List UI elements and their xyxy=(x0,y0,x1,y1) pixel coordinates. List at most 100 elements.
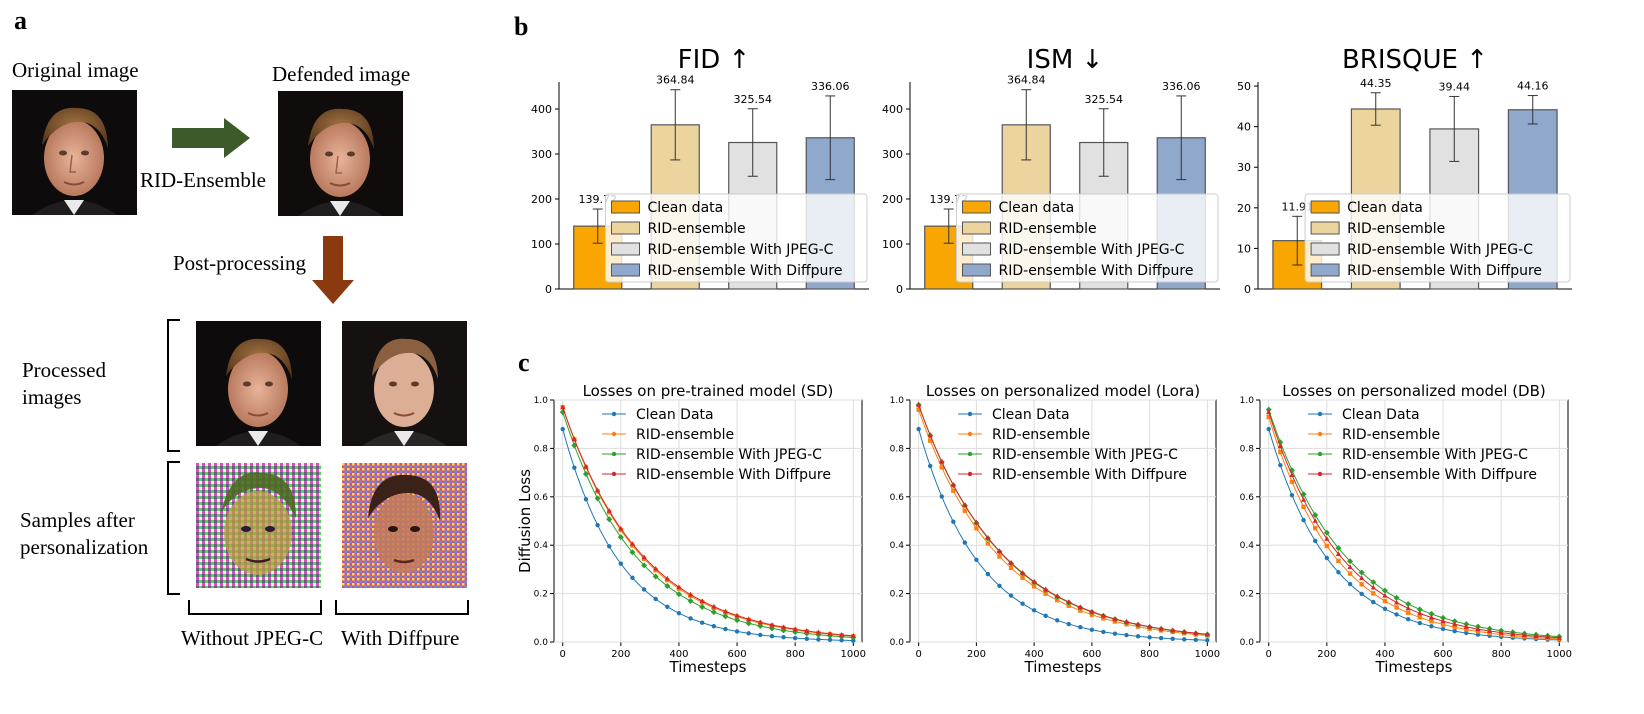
data-point xyxy=(1417,615,1423,620)
legend-marker xyxy=(967,411,973,417)
legend-swatch xyxy=(611,242,640,256)
processed-face-with-diffpure xyxy=(342,321,467,446)
original-face-image xyxy=(12,90,137,215)
data-point xyxy=(1101,629,1106,635)
y-tick-label: 0.6 xyxy=(534,493,549,503)
bar-value-label: 44.35 xyxy=(1360,77,1392,90)
defended-face-image xyxy=(278,91,403,216)
data-point xyxy=(916,407,921,412)
data-point xyxy=(827,630,833,636)
chart-title: Losses on pre-trained model (SD) xyxy=(583,382,834,400)
legend-box xyxy=(956,193,1219,283)
data-point xyxy=(1313,525,1318,531)
y-tick-label: 1.0 xyxy=(534,396,549,406)
data-point xyxy=(916,426,921,432)
data-point xyxy=(641,554,647,560)
legend-marker xyxy=(1317,451,1323,457)
data-point xyxy=(746,616,752,622)
data-point xyxy=(1405,605,1411,611)
data-point xyxy=(1335,551,1342,556)
data-point xyxy=(1451,618,1458,625)
data-point xyxy=(1312,511,1319,518)
data-point xyxy=(974,557,979,563)
legend-marker xyxy=(611,471,617,477)
data-point xyxy=(745,620,752,627)
data-point xyxy=(665,604,670,609)
data-point xyxy=(1182,637,1187,642)
y-tick-label: 100 xyxy=(531,238,552,251)
legend-marker xyxy=(1317,431,1323,437)
data-point xyxy=(1205,637,1210,643)
data-point xyxy=(723,626,728,632)
data-point xyxy=(1440,626,1446,632)
y-tick-label: 50 xyxy=(1237,80,1251,93)
data-point xyxy=(1347,581,1353,587)
personalized-sample-with-diffpure xyxy=(342,463,467,588)
data-point xyxy=(629,541,636,546)
bar-value-label: 336.06 xyxy=(811,80,850,93)
data-point xyxy=(1078,625,1083,630)
data-point xyxy=(1393,594,1400,601)
data-point xyxy=(1370,579,1377,586)
data-point xyxy=(804,636,809,642)
data-point xyxy=(1359,582,1364,587)
data-point xyxy=(962,508,968,514)
legend-label: RID-ensemble With Diffpure xyxy=(1342,467,1537,483)
brown-arrow-icon xyxy=(312,236,354,304)
x-tick-label: 800 xyxy=(1492,649,1511,660)
data-point xyxy=(1440,614,1447,621)
y-tick-label: 0.2 xyxy=(1240,590,1254,600)
data-point xyxy=(606,516,613,523)
legend-marker xyxy=(1317,471,1323,477)
data-point xyxy=(582,471,589,478)
data-point xyxy=(1324,543,1330,549)
data-point xyxy=(734,629,740,634)
data-point xyxy=(653,596,658,602)
data-point xyxy=(675,591,682,598)
legend-marker xyxy=(611,411,617,417)
x-tick-label: 200 xyxy=(967,649,986,660)
data-point xyxy=(664,582,671,589)
legend-swatch xyxy=(1310,200,1340,214)
data-point xyxy=(1405,610,1411,616)
data-point xyxy=(1158,625,1164,631)
data-point xyxy=(839,632,845,637)
data-point xyxy=(1428,610,1435,617)
data-point xyxy=(781,635,786,640)
series-line xyxy=(562,407,854,637)
data-point xyxy=(1347,558,1354,565)
legend-marker xyxy=(967,451,973,457)
data-point xyxy=(1266,426,1271,432)
legend-label: RID-ensemble xyxy=(1342,427,1440,443)
data-point xyxy=(950,481,956,487)
x-axis-label: Timesteps xyxy=(1024,658,1102,676)
y-tick-label: 400 xyxy=(531,103,552,116)
losses-db-line-chart: Losses on personalized model (DB) 0 200 400… xyxy=(1240,382,1572,676)
data-point xyxy=(606,508,612,513)
data-point xyxy=(1043,586,1049,592)
data-point xyxy=(792,635,798,641)
data-point xyxy=(1452,628,1457,634)
data-point xyxy=(1452,621,1458,627)
y-tick-label: 0.6 xyxy=(1240,493,1255,503)
data-point xyxy=(652,573,659,580)
x-tick-label: 0 xyxy=(560,649,566,660)
data-point xyxy=(1289,479,1295,485)
data-point xyxy=(1347,571,1353,576)
data-point xyxy=(927,432,933,438)
data-point xyxy=(815,629,822,635)
rid-ensemble-arrow-label: RID-Ensemble xyxy=(140,168,266,192)
data-point xyxy=(1135,634,1141,639)
legend-label: RID-ensemble xyxy=(648,221,746,237)
legend-marker xyxy=(967,471,973,477)
data-point xyxy=(1300,496,1307,502)
data-point xyxy=(985,541,991,546)
x-tick-label: 0 xyxy=(1266,649,1272,660)
data-point xyxy=(827,637,833,643)
data-point xyxy=(928,438,933,443)
data-point xyxy=(1533,633,1539,639)
x-tick-label: 0 xyxy=(915,649,921,660)
data-point xyxy=(1170,627,1176,633)
data-point xyxy=(1486,628,1493,634)
data-point xyxy=(1521,632,1528,638)
